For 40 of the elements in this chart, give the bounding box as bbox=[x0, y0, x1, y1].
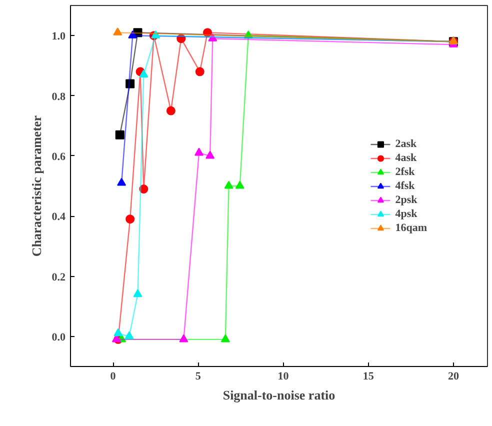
x-tick-label: 20 bbox=[448, 370, 460, 382]
point bbox=[166, 106, 176, 116]
y-tick-label: 0.6 bbox=[52, 150, 66, 163]
legend-label: 2fsk bbox=[395, 164, 416, 178]
x-tick-label: 15 bbox=[362, 370, 374, 382]
legend-label: 16qam bbox=[395, 220, 427, 234]
legend-label: 4ask bbox=[395, 150, 417, 164]
point bbox=[176, 34, 186, 44]
point bbox=[220, 334, 230, 342]
point bbox=[139, 184, 148, 194]
point bbox=[235, 180, 244, 189]
y-tick-label: 0.4 bbox=[52, 211, 66, 224]
point bbox=[179, 334, 188, 342]
point bbox=[114, 328, 123, 336]
y-tick-label: 0.0 bbox=[52, 331, 66, 344]
y-axis-title: Characteristic parameter bbox=[28, 115, 44, 257]
point bbox=[224, 180, 234, 189]
point bbox=[194, 148, 204, 156]
point bbox=[115, 130, 124, 140]
point bbox=[206, 150, 215, 159]
legend-label: 4psk bbox=[395, 206, 418, 220]
point bbox=[133, 289, 142, 298]
x-tick-label: 5 bbox=[195, 370, 202, 382]
x-axis-title: Signal-to-noise ratio bbox=[222, 388, 336, 402]
y-tick-label: 0.8 bbox=[52, 90, 66, 103]
point bbox=[126, 79, 135, 88]
legend-label: 2psk bbox=[395, 192, 418, 206]
point bbox=[244, 30, 253, 38]
point bbox=[139, 70, 148, 78]
point bbox=[195, 67, 204, 76]
point bbox=[203, 28, 212, 38]
legend-label: 2ask bbox=[395, 136, 417, 150]
legend-label: 4fsk bbox=[395, 178, 416, 192]
x-tick-label: 10 bbox=[278, 370, 290, 382]
point bbox=[124, 331, 134, 340]
point bbox=[208, 33, 218, 42]
y-tick-label: 1.0 bbox=[52, 30, 66, 43]
y-tick-label: 0.2 bbox=[52, 271, 66, 284]
x-tick-label: 0 bbox=[110, 370, 116, 382]
point bbox=[126, 214, 135, 224]
